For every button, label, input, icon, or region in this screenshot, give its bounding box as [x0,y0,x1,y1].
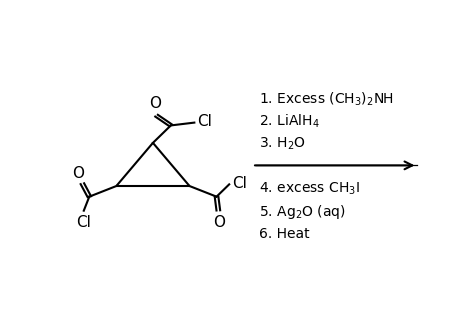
Text: Cl: Cl [76,215,91,230]
Text: O: O [149,96,161,111]
Text: 2. LiAlH$_4$: 2. LiAlH$_4$ [259,113,320,130]
Text: 6. Heat: 6. Heat [259,227,310,241]
Text: 1. Excess (CH$_3$)$_2$NH: 1. Excess (CH$_3$)$_2$NH [259,90,394,108]
Text: 3. H$_2$O: 3. H$_2$O [259,136,306,152]
Text: O: O [72,166,84,181]
Text: Cl: Cl [232,176,247,190]
Text: 4. excess CH$_3$I: 4. excess CH$_3$I [259,181,360,197]
Text: O: O [213,215,225,230]
Text: 5. Ag$_2$O (aq): 5. Ag$_2$O (aq) [259,203,346,221]
Text: Cl: Cl [197,114,212,129]
